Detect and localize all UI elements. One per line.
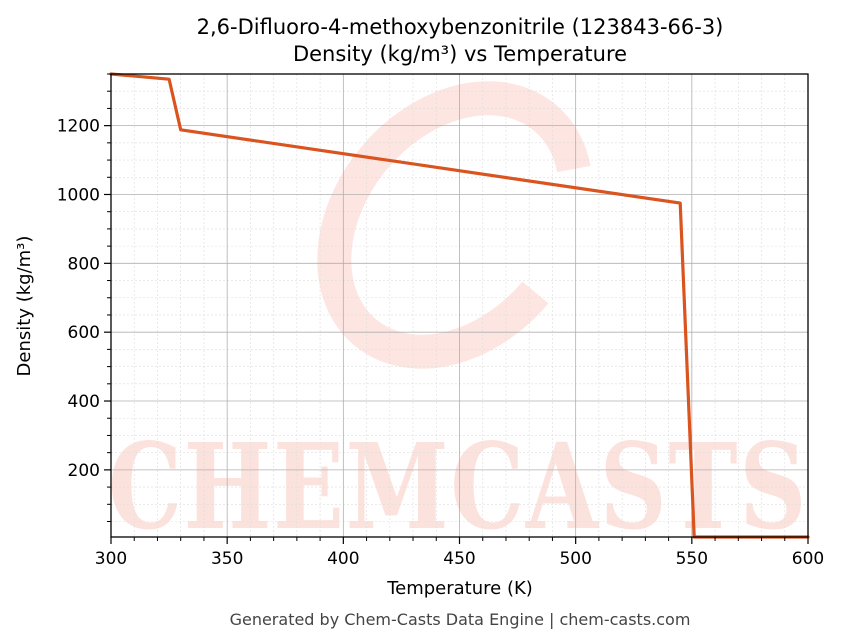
y-axis-label: Density (kg/m³) [14,236,35,377]
y-axis-ticks: 200 400 600 800 1000 1200 [57,73,111,523]
x-axis-label: Temperature (K) [386,578,533,599]
x-tick-label: 600 [792,549,824,569]
x-tick-label: 400 [327,549,359,569]
x-tick-label: 300 [95,549,127,569]
x-tick-label: 350 [211,549,243,569]
watermark-logo-text: CHEMCASTS [108,417,808,556]
x-tick-label: 450 [443,549,475,569]
watermark-swirl [317,81,593,369]
x-tick-label: 500 [559,549,591,569]
y-tick-label: 1000 [57,185,100,205]
y-tick-label: 400 [68,392,100,412]
chart-subtitle: Density (kg/m³) vs Temperature [293,42,627,66]
chemcasts-watermark: CHEMCASTS [108,81,808,556]
y-tick-label: 200 [68,461,100,481]
y-tick-label: 1200 [57,117,100,137]
x-tick-label: 550 [676,549,708,569]
x-axis-ticks: 300 350 400 450 500 550 600 [95,537,824,569]
y-tick-label: 800 [68,254,100,274]
y-tick-label: 600 [68,323,100,343]
footer-credit: Generated by Chem-Casts Data Engine | ch… [230,610,691,629]
chart-title: 2,6-Difluoro-4-methoxybenzonitrile (1238… [197,15,724,39]
